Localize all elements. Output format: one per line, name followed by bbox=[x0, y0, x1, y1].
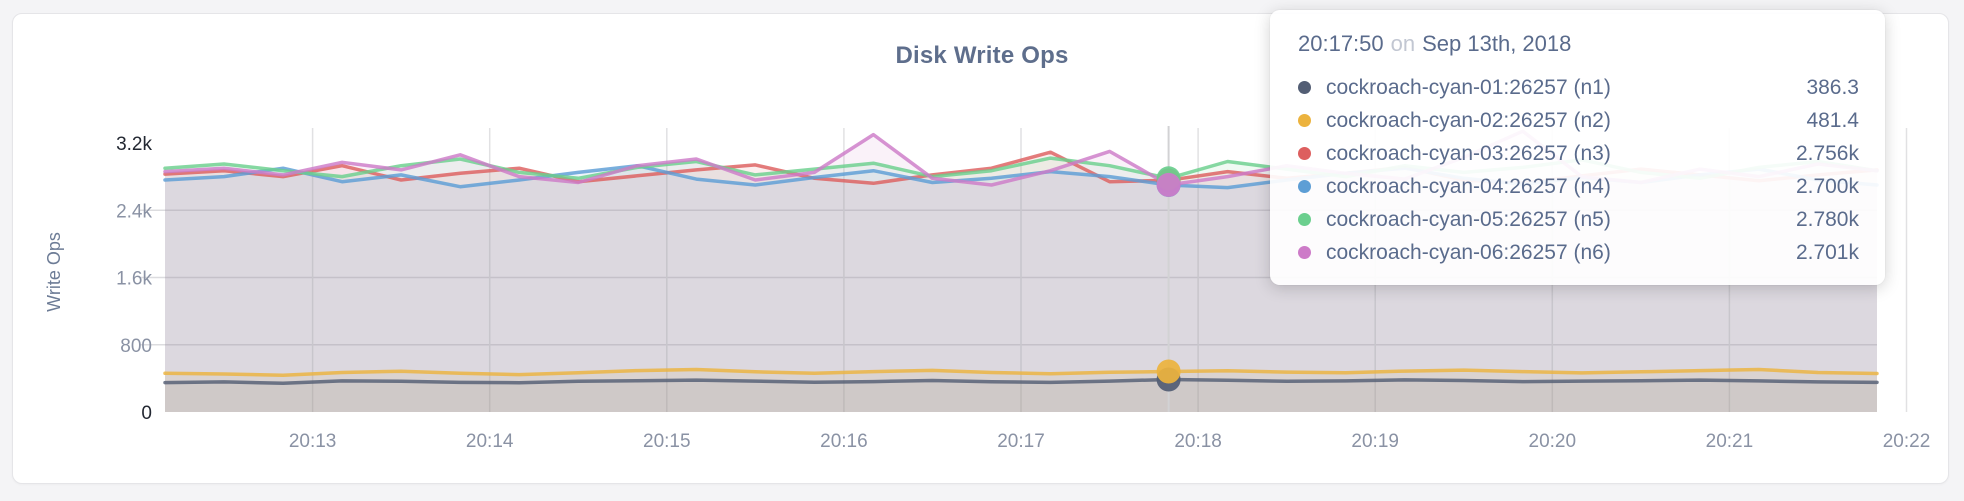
series-line-n2 bbox=[163, 367, 1879, 377]
tooltip-series-value: 481.4 bbox=[1806, 108, 1859, 132]
tooltip-series-value: 2.700k bbox=[1795, 174, 1859, 198]
tooltip-row: cockroach-cyan-01:26257 (n1) 386.3 bbox=[1290, 71, 1859, 104]
tooltip-row: cockroach-cyan-02:26257 (n2) 481.4 bbox=[1290, 104, 1859, 137]
tooltip-series-label: cockroach-cyan-01:26257 (n1) bbox=[1326, 75, 1611, 99]
chart-title: Disk Write Ops bbox=[895, 42, 1069, 69]
series-color-dot bbox=[1298, 246, 1311, 259]
series-color-dot bbox=[1298, 114, 1311, 127]
tooltip-series-label: cockroach-cyan-04:26257 (n4) bbox=[1326, 174, 1611, 198]
tooltip-rows: cockroach-cyan-01:26257 (n1) 386.3 cockroa… bbox=[1290, 71, 1859, 269]
x-tick-label: 20:18 bbox=[1174, 431, 1222, 452]
x-tick-label: 20:16 bbox=[820, 431, 868, 452]
tooltip-series-value: 2.780k bbox=[1795, 207, 1859, 231]
tooltip-series-value: 2.701k bbox=[1795, 240, 1859, 264]
x-tick-label: 20:20 bbox=[1529, 431, 1577, 452]
tooltip-row: cockroach-cyan-03:26257 (n3) 2.756k bbox=[1290, 137, 1859, 170]
series-color-dot bbox=[1298, 81, 1311, 94]
hover-tooltip: 20:17:50 on Sep 13th, 2018 cockroach-cyan-… bbox=[1270, 10, 1885, 285]
tooltip-row: cockroach-cyan-04:26257 (n4) 2.700k bbox=[1290, 170, 1859, 203]
tooltip-separator: on bbox=[1390, 31, 1416, 56]
y-tick-label: 1.6k bbox=[116, 269, 152, 290]
x-tick-label: 20:19 bbox=[1351, 431, 1399, 452]
x-tick-label: 20:22 bbox=[1883, 431, 1931, 452]
tooltip-series-value: 2.756k bbox=[1795, 141, 1859, 165]
series-color-dot bbox=[1298, 147, 1311, 160]
y-tick-label: 2.4k bbox=[116, 201, 152, 222]
series-color-dot bbox=[1298, 180, 1311, 193]
tooltip-row: cockroach-cyan-06:26257 (n6) 2.701k bbox=[1290, 236, 1859, 269]
x-tick-label: 20:13 bbox=[289, 431, 337, 452]
x-tick-label: 20:17 bbox=[997, 431, 1045, 452]
x-tick-label: 20:15 bbox=[643, 431, 691, 452]
tooltip-series-label: cockroach-cyan-05:26257 (n5) bbox=[1326, 207, 1611, 231]
x-tick-label: 20:14 bbox=[466, 431, 514, 452]
tooltip-row: cockroach-cyan-05:26257 (n5) 2.780k bbox=[1290, 203, 1859, 236]
series-line-n1 bbox=[163, 377, 1879, 386]
tooltip-date: Sep 13th, 2018 bbox=[1422, 31, 1572, 56]
x-tick-label: 20:21 bbox=[1706, 431, 1754, 452]
tooltip-series-value: 386.3 bbox=[1806, 75, 1859, 99]
y-tick-label: 3.2k bbox=[116, 134, 152, 155]
tooltip-time: 20:17:50 bbox=[1298, 31, 1384, 56]
series-color-dot bbox=[1298, 213, 1311, 226]
hover-dot-n6 bbox=[1156, 172, 1181, 197]
tooltip-series-label: cockroach-cyan-02:26257 (n2) bbox=[1326, 108, 1611, 132]
tooltip-header: 20:17:50 on Sep 13th, 2018 bbox=[1290, 31, 1859, 57]
hover-dot-n2 bbox=[1156, 359, 1181, 384]
tooltip-series-label: cockroach-cyan-06:26257 (n6) bbox=[1326, 240, 1611, 264]
y-tick-label: 800 bbox=[120, 336, 152, 357]
y-axis-title: Write Ops bbox=[44, 232, 64, 312]
y-tick-label: 0 bbox=[141, 403, 152, 424]
series-area-n1 bbox=[165, 379, 1877, 412]
tooltip-series-label: cockroach-cyan-03:26257 (n3) bbox=[1326, 141, 1611, 165]
